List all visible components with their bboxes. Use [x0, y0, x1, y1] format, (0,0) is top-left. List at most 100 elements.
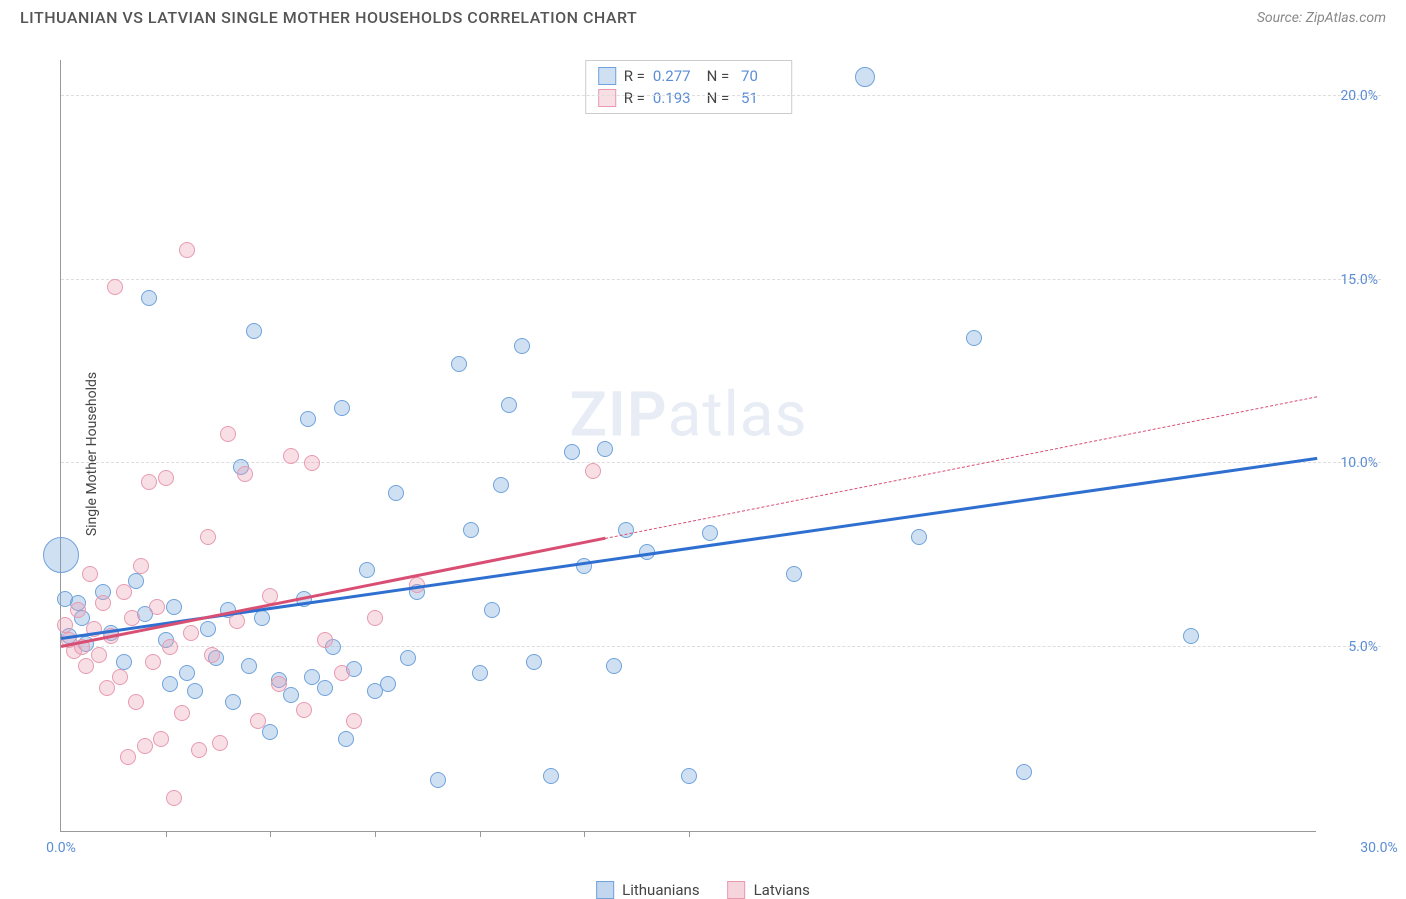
stats-n-value: 51 [737, 89, 779, 107]
grid-line [61, 646, 1381, 647]
data-point [162, 676, 178, 692]
stats-r-label: R = [624, 89, 645, 107]
x-tick [584, 831, 585, 837]
data-point [262, 724, 278, 740]
data-point [493, 477, 509, 493]
x-tick [689, 831, 690, 837]
data-point [564, 444, 580, 460]
data-point [99, 680, 115, 696]
data-point [128, 573, 144, 589]
data-point [296, 702, 312, 718]
watermark-light: atlas [668, 378, 808, 451]
data-point [855, 67, 875, 87]
chart-container: Single Mother Households ZIPatlas R =0.2… [20, 40, 1386, 867]
data-point [237, 466, 253, 482]
data-point [300, 411, 316, 427]
data-point [283, 687, 299, 703]
stats-r-value: 0.277 [653, 67, 695, 85]
data-point [43, 537, 79, 573]
data-point [107, 279, 123, 295]
data-point [133, 558, 149, 574]
data-point [149, 599, 165, 615]
trend-line [61, 536, 606, 647]
data-point [200, 621, 216, 637]
data-point [451, 356, 467, 372]
data-point [187, 683, 203, 699]
data-point [120, 749, 136, 765]
data-point [220, 426, 236, 442]
legend-label: Lithuanians [622, 881, 699, 899]
data-point [388, 485, 404, 501]
data-point [430, 772, 446, 788]
y-tick-label: 10.0% [1340, 455, 1378, 471]
data-point [191, 742, 207, 758]
data-point [91, 647, 107, 663]
data-point [166, 790, 182, 806]
data-point [229, 613, 245, 629]
stats-n-label: N = [703, 67, 729, 85]
data-point [966, 330, 982, 346]
legend-label: Latvians [754, 881, 810, 899]
grid-line [61, 462, 1381, 463]
chart-title: LITHUANIAN VS LATVIAN SINGLE MOTHER HOUS… [20, 8, 637, 27]
data-point [116, 584, 132, 600]
data-point [271, 676, 287, 692]
data-point [681, 768, 697, 784]
y-tick-label: 20.0% [1340, 88, 1378, 104]
data-point [212, 735, 228, 751]
data-point [128, 694, 144, 710]
data-point [82, 566, 98, 582]
data-point [463, 522, 479, 538]
data-point [334, 665, 350, 681]
data-point [400, 650, 416, 666]
data-point [179, 665, 195, 681]
data-point [283, 448, 299, 464]
y-tick-label: 15.0% [1340, 272, 1378, 288]
stats-row: R =0.277 N = 70 [598, 65, 780, 87]
data-point [204, 647, 220, 663]
stats-r-value: 0.193 [653, 89, 695, 107]
legend-swatch [596, 881, 614, 899]
data-point [141, 290, 157, 306]
x-tick [480, 831, 481, 837]
data-point [246, 323, 262, 339]
data-point [543, 768, 559, 784]
data-point [166, 599, 182, 615]
stats-n-label: N = [703, 89, 729, 107]
data-point [179, 242, 195, 258]
legend-swatch [598, 89, 616, 107]
x-tick [270, 831, 271, 837]
data-point [174, 705, 190, 721]
data-point [225, 694, 241, 710]
data-point [514, 338, 530, 354]
grid-line [61, 279, 1381, 280]
stats-r-label: R = [624, 67, 645, 85]
plot-area: ZIPatlas R =0.277 N = 70R =0.193 N = 51 … [60, 60, 1316, 832]
data-point [367, 610, 383, 626]
data-point [317, 680, 333, 696]
data-point [70, 602, 86, 618]
trend-line [605, 396, 1317, 539]
data-point [137, 738, 153, 754]
stats-row: R = 0.193 N = 51 [598, 87, 780, 109]
data-point [585, 463, 601, 479]
data-point [334, 400, 350, 416]
data-point [116, 654, 132, 670]
data-point [304, 455, 320, 471]
data-point [484, 602, 500, 618]
data-point [145, 654, 161, 670]
legend-swatch [728, 881, 746, 899]
legend-swatch [598, 67, 616, 85]
data-point [254, 610, 270, 626]
data-point [526, 654, 542, 670]
watermark-bold: ZIP [570, 378, 668, 451]
data-point [158, 470, 174, 486]
data-point [112, 669, 128, 685]
stats-box: R =0.277 N = 70R =0.193 N = 51 [585, 60, 793, 114]
trend-line [61, 457, 1317, 640]
chart-header: LITHUANIAN VS LATVIAN SINGLE MOTHER HOUS… [0, 0, 1406, 35]
data-point [183, 625, 199, 641]
x-tick [166, 831, 167, 837]
x-tick-label: 0.0% [46, 840, 76, 856]
data-point [911, 529, 927, 545]
